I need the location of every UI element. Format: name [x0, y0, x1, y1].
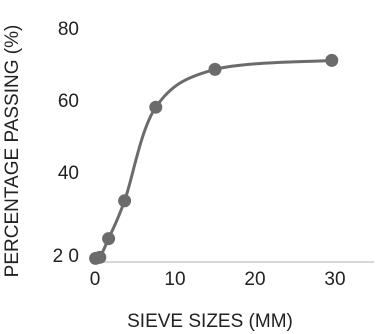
y-tick-label: 2 0 — [53, 246, 79, 267]
y-tick-label: 40 — [58, 163, 79, 184]
data-point — [93, 250, 107, 264]
x-tick-label: 10 — [164, 269, 185, 290]
y-tick-label: 60 — [58, 91, 79, 112]
data-point — [149, 100, 163, 114]
data-point — [208, 62, 222, 76]
data-point — [102, 232, 116, 246]
x-tick-label: 30 — [324, 269, 345, 290]
series-line — [94, 58, 334, 261]
series-line-layer — [94, 58, 334, 261]
data-point — [325, 53, 339, 67]
x-tick-label: 20 — [244, 269, 265, 290]
series-markers — [89, 53, 339, 265]
y-axis-title: PERCENTAGE PASSING (%) — [2, 25, 23, 278]
x-axis-title: SIEVE SIZES (MM) — [127, 311, 293, 332]
data-point — [118, 194, 132, 208]
y-tick-label: 80 — [58, 19, 79, 40]
x-tick-label: 0 — [90, 269, 101, 290]
